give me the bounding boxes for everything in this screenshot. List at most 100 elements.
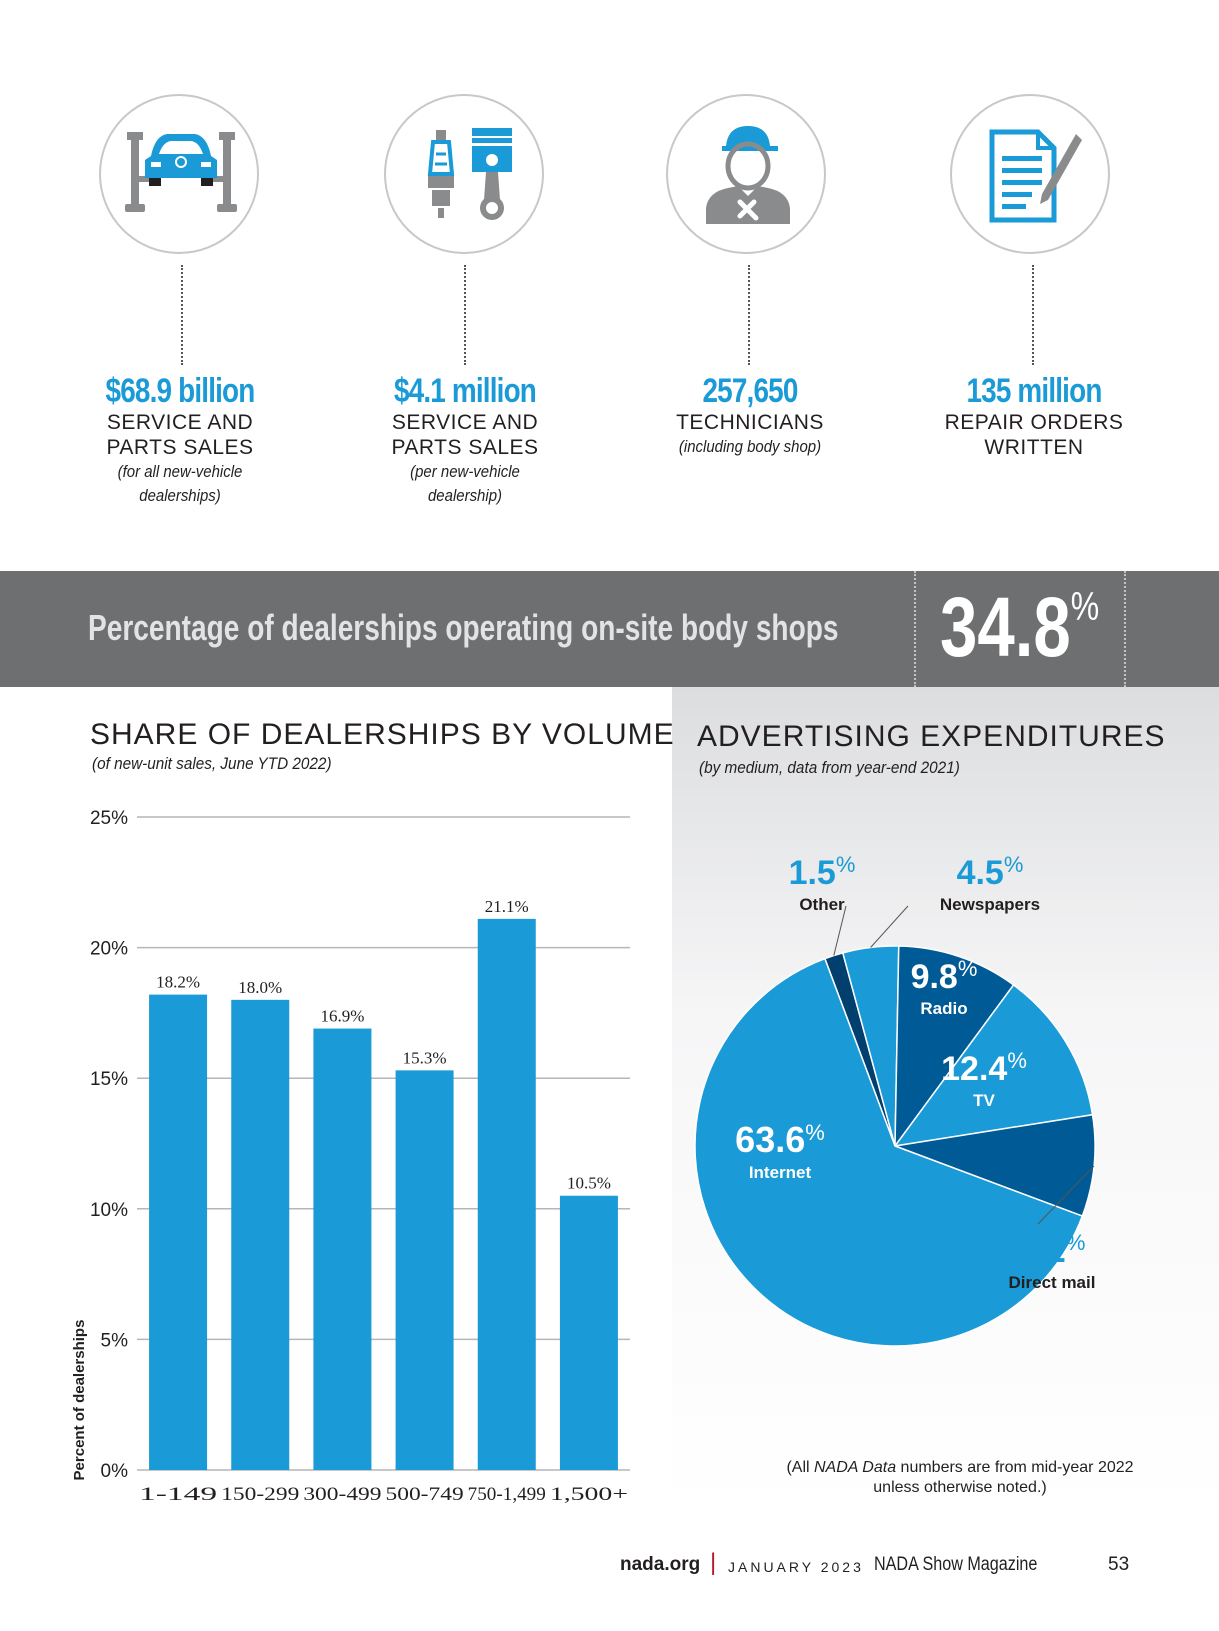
bar-value-label: 21.1% (485, 897, 529, 916)
stat-value: 257,650 (702, 372, 798, 410)
pie-category-label: Internet (749, 1163, 812, 1182)
pie-value-unit: % (1066, 1230, 1086, 1255)
stat-line: TECHNICIANS (676, 411, 824, 434)
pie-category-label: Direct mail (1009, 1273, 1096, 1292)
pie-slice (893, 983, 1094, 1148)
bar-chart: 0% 5% 10% 15% 20% 25% 18.2% 1-149 18.0% 150-299 16… (71, 808, 630, 1505)
pie-value-number: 12.4 (941, 1050, 1007, 1088)
banner-value: 34.8% (940, 579, 1099, 676)
stat-note: (per new-vehicle (410, 462, 520, 481)
dotted-connector (748, 265, 750, 365)
banner-label: Percentage of dealerships operating on-s… (88, 607, 839, 648)
pie-leader-line (870, 905, 909, 948)
pie-value-number: 9.8 (911, 958, 958, 996)
pie-value-unit: % (805, 1120, 825, 1145)
stat-text: 257,650 TECHNICIANS (including body shop… (620, 372, 880, 459)
pie-chart-subtitle: (by medium, data from year-end 2021) (699, 758, 960, 777)
pie-value-unit: % (958, 956, 978, 981)
stat-note: (for all new-vehicle (117, 462, 243, 481)
note-italic: NADA Data (814, 1459, 897, 1476)
stat-circle (666, 94, 826, 254)
bar-value-label: 15.3% (403, 1048, 447, 1067)
bar (313, 1028, 372, 1470)
note-line-2: unless otherwise noted.) (873, 1479, 1047, 1496)
stat-text: $4.1 million SERVICE AND PARTS SALES (pe… (335, 372, 595, 508)
stat-text: 135 million REPAIR ORDERS WRITTEN (904, 372, 1164, 460)
spark-plug-piston-icon (427, 128, 512, 220)
bar (149, 994, 208, 1470)
stat-circle (384, 94, 544, 254)
x-tick-label: 750-1,499 (468, 1484, 546, 1505)
pie-value-label: 9.8% (911, 956, 978, 996)
pie-category-label: Newspapers (940, 895, 1040, 914)
bar-value-label: 16.9% (320, 1007, 364, 1026)
y-tick-label: 10% (90, 1200, 128, 1221)
bar-chart-subtitle: (of new-unit sales, June YTD 2022) (92, 754, 332, 773)
car-lift-icon (125, 132, 237, 212)
y-tick-label: 20% (90, 939, 128, 960)
pie-value-label: 12.4% (941, 1048, 1027, 1088)
stat-note: dealership) (427, 486, 503, 505)
y-tick-label: 25% (90, 808, 128, 829)
pie-leader-line (1037, 1165, 1095, 1225)
pie-value-unit: % (1007, 1048, 1027, 1073)
stat-line: PARTS SALES (391, 436, 539, 459)
body-shop-banner: Percentage of dealerships operating on-s… (0, 571, 1219, 687)
pie-value-label: 8.2% (1019, 1230, 1086, 1270)
banner-divider (1124, 571, 1126, 687)
stat-text: $68.9 billion SERVICE AND PARTS SALES (f… (50, 372, 310, 508)
pie-value-label: 63.6% (735, 1119, 825, 1160)
footer-month: JANUARY 2023 (728, 1559, 864, 1575)
technician-icon (706, 126, 790, 224)
bar-value-label: 10.5% (567, 1174, 611, 1193)
bar (559, 1195, 618, 1470)
pie-value-label: 4.5% (957, 852, 1024, 892)
stat-value: $4.1 million (393, 372, 537, 410)
x-tick-label: 300-499 (303, 1484, 381, 1505)
dotted-connector (464, 265, 466, 365)
stat-value: 135 million (966, 372, 1102, 410)
bar (231, 999, 290, 1470)
pie-chart: 1.5% Other 4.5% Newspapers 9.8% Radio 12.4% TV 8… (694, 852, 1096, 1347)
pie-chart-title: ADVERTISING EXPENDITURES (697, 720, 1166, 753)
footer-site: nada.org (620, 1554, 701, 1575)
pie-leader-line (833, 905, 847, 956)
dotted-connector (1032, 265, 1034, 365)
x-tick-label: 500-749 (386, 1484, 464, 1505)
pie-value-number: 4.5 (957, 854, 1004, 892)
pie-value-unit: % (1004, 852, 1024, 877)
stat-line: SERVICE AND (106, 411, 254, 434)
stat-line: PARTS SALES (106, 436, 254, 459)
bar-chart-title: SHARE OF DEALERSHIPS BY VOLUME (90, 718, 675, 751)
y-tick-label: 0% (101, 1461, 129, 1482)
stat-value: $68.9 billion (105, 372, 256, 410)
stat-note: (including body shop) (678, 437, 822, 456)
banner-unit: % (1070, 585, 1100, 629)
note-suffix: numbers are from mid-year 2022 (896, 1459, 1134, 1476)
x-tick-label: 1,500+ (550, 1484, 628, 1505)
bar-value-label: 18.2% (156, 973, 200, 992)
y-axis-title: Percent of dealerships (71, 1320, 88, 1481)
stat-note: dealerships) (139, 486, 221, 505)
data-source-note: (All NADA Data numbers are from mid-year… (700, 1458, 1219, 1498)
note-line-1: (All NADA Data numbers are from mid-year… (700, 1458, 1219, 1478)
document-pen-icon (989, 129, 1082, 223)
bar (477, 918, 536, 1470)
footer-page-number: 53 (1108, 1554, 1130, 1575)
y-tick-label: 5% (101, 1330, 129, 1351)
bar-value-label: 18.0% (238, 978, 282, 997)
stat-line: SERVICE AND (391, 411, 539, 434)
pie-value-number: 63.6 (735, 1119, 805, 1160)
stat-circle (99, 94, 259, 254)
stat-circle (950, 94, 1110, 254)
y-tick-label: 15% (90, 1069, 128, 1090)
pie-value-label: 1.5% (789, 852, 856, 892)
note-prefix: (All (786, 1459, 814, 1476)
pie-value-unit: % (836, 852, 856, 877)
stat-line: REPAIR ORDERS (944, 411, 1124, 434)
pie-value-number: 8.2 (1019, 1232, 1066, 1270)
footer-magazine: NADA Show Magazine (874, 1554, 1038, 1575)
pie-category-label: Radio (920, 999, 967, 1018)
pie-slice (694, 957, 1084, 1347)
pie-category-label: Other (799, 895, 845, 914)
